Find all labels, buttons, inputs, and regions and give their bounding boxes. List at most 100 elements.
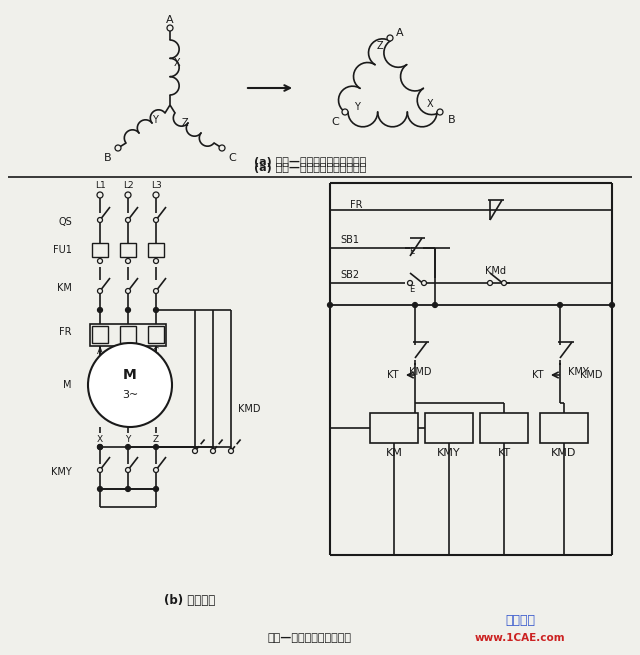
Text: L3: L3 bbox=[150, 181, 161, 189]
Circle shape bbox=[502, 280, 506, 286]
Circle shape bbox=[154, 217, 159, 223]
Circle shape bbox=[342, 109, 348, 115]
Circle shape bbox=[557, 303, 563, 307]
Circle shape bbox=[97, 487, 102, 491]
Circle shape bbox=[88, 343, 172, 427]
Circle shape bbox=[97, 288, 102, 293]
Bar bbox=[370, 413, 418, 443]
Text: (b) 控制线路: (b) 控制线路 bbox=[164, 593, 216, 607]
Circle shape bbox=[125, 487, 131, 491]
Text: Y: Y bbox=[152, 115, 158, 125]
Text: QS: QS bbox=[58, 217, 72, 227]
Text: www.1CAE.com: www.1CAE.com bbox=[475, 633, 565, 643]
Text: KMd: KMd bbox=[484, 266, 506, 276]
Text: KMD: KMD bbox=[580, 370, 602, 380]
Circle shape bbox=[97, 307, 102, 312]
Circle shape bbox=[387, 35, 393, 41]
Bar bbox=[120, 243, 136, 257]
Circle shape bbox=[488, 280, 493, 286]
Text: Z: Z bbox=[377, 41, 383, 51]
Circle shape bbox=[125, 307, 131, 312]
Text: KMY: KMY bbox=[437, 448, 461, 458]
Text: KMY: KMY bbox=[568, 367, 588, 377]
Circle shape bbox=[97, 259, 102, 263]
Circle shape bbox=[154, 445, 159, 449]
Text: 3~: 3~ bbox=[122, 390, 138, 400]
Text: L2: L2 bbox=[123, 181, 133, 189]
Bar bbox=[92, 243, 108, 257]
Circle shape bbox=[154, 307, 159, 312]
Bar bbox=[90, 324, 166, 346]
Circle shape bbox=[97, 192, 103, 198]
Circle shape bbox=[153, 192, 159, 198]
Text: KMD: KMD bbox=[409, 367, 431, 377]
Bar bbox=[148, 243, 164, 257]
Text: KT: KT bbox=[497, 448, 511, 458]
Text: A: A bbox=[166, 15, 174, 25]
Text: Z: Z bbox=[153, 436, 159, 445]
Circle shape bbox=[211, 449, 216, 453]
Text: X: X bbox=[173, 58, 180, 67]
Text: E: E bbox=[410, 284, 415, 293]
Text: 星形—三角形自动控制线路: 星形—三角形自动控制线路 bbox=[268, 633, 352, 643]
Text: KT: KT bbox=[532, 370, 544, 380]
Bar bbox=[148, 326, 164, 343]
Text: Y: Y bbox=[354, 102, 360, 112]
Text: E: E bbox=[410, 246, 415, 255]
Circle shape bbox=[97, 445, 102, 449]
Circle shape bbox=[154, 487, 159, 491]
Text: KM: KM bbox=[57, 283, 72, 293]
Circle shape bbox=[125, 259, 131, 263]
Text: M: M bbox=[123, 368, 137, 382]
Bar bbox=[120, 326, 136, 343]
Circle shape bbox=[125, 445, 131, 449]
Text: X: X bbox=[97, 436, 103, 445]
Circle shape bbox=[422, 280, 426, 286]
Text: B: B bbox=[104, 153, 112, 163]
Circle shape bbox=[167, 25, 173, 31]
Text: FR: FR bbox=[350, 200, 362, 210]
Text: KMD: KMD bbox=[237, 404, 260, 414]
Text: M: M bbox=[63, 380, 72, 390]
Bar bbox=[540, 413, 588, 443]
Circle shape bbox=[125, 217, 131, 223]
Circle shape bbox=[437, 109, 443, 115]
Circle shape bbox=[97, 217, 102, 223]
Circle shape bbox=[154, 468, 159, 472]
Circle shape bbox=[154, 259, 159, 263]
Bar bbox=[92, 326, 108, 343]
Text: KMY: KMY bbox=[51, 467, 72, 477]
Text: KMD: KMD bbox=[551, 448, 577, 458]
Text: Z: Z bbox=[182, 118, 188, 128]
Text: (a) 星形—三角形转换绕组连接图: (a) 星形—三角形转换绕组连接图 bbox=[254, 157, 366, 167]
Circle shape bbox=[97, 468, 102, 472]
Text: KT: KT bbox=[387, 370, 399, 380]
Text: FR: FR bbox=[60, 327, 72, 337]
Text: SB1: SB1 bbox=[340, 235, 359, 245]
Text: A: A bbox=[97, 348, 103, 356]
Circle shape bbox=[154, 288, 159, 293]
Circle shape bbox=[413, 303, 417, 307]
Circle shape bbox=[433, 303, 438, 307]
Text: FU1: FU1 bbox=[53, 245, 72, 255]
Text: Y: Y bbox=[125, 436, 131, 445]
Circle shape bbox=[328, 303, 333, 307]
Circle shape bbox=[115, 145, 121, 151]
Circle shape bbox=[125, 468, 131, 472]
Circle shape bbox=[97, 445, 102, 449]
Text: L1: L1 bbox=[95, 181, 106, 189]
Text: KM: KM bbox=[385, 448, 403, 458]
Circle shape bbox=[609, 303, 614, 307]
Text: SB2: SB2 bbox=[340, 270, 359, 280]
Text: C: C bbox=[153, 348, 159, 356]
Circle shape bbox=[125, 288, 131, 293]
Text: B: B bbox=[125, 348, 131, 356]
Text: A: A bbox=[396, 28, 404, 38]
Circle shape bbox=[125, 192, 131, 198]
Text: C: C bbox=[228, 153, 236, 163]
Circle shape bbox=[193, 449, 198, 453]
Bar bbox=[480, 413, 528, 443]
Text: C: C bbox=[331, 117, 339, 127]
Text: X: X bbox=[427, 99, 433, 109]
Circle shape bbox=[408, 280, 413, 286]
